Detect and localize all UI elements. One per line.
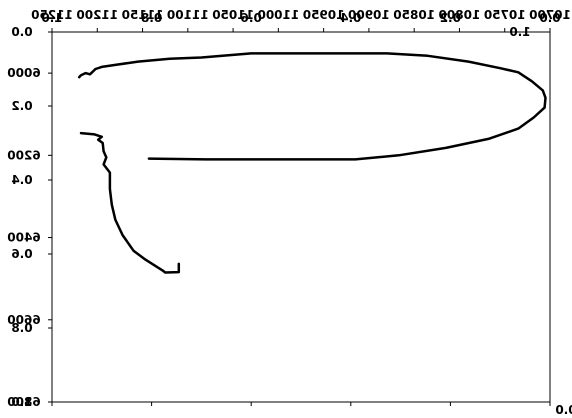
- top-primary-tick-label: 0.8: [141, 11, 162, 25]
- left-axis-ticks: 0.0 0.2 0.4 0.6 0.8 1.0: [11, 25, 52, 409]
- top-primary-tick-label: 0.0: [539, 11, 560, 25]
- plot-frame: [51, 31, 551, 403]
- top-tick-label: 11150: [122, 8, 164, 22]
- top-tick-label: 10800: [439, 8, 481, 22]
- top-tick-label: 11050: [212, 8, 254, 22]
- top-tick-label: 10900: [348, 8, 390, 22]
- series-line-1: [77, 52, 547, 161]
- top-tick-label: 11200: [76, 8, 118, 22]
- right-tick-label: 6800: [7, 395, 40, 409]
- right-tick-label: 6600: [7, 313, 40, 327]
- left-tick-label: 1.0: [11, 395, 32, 409]
- right-tick-label: 6400: [7, 231, 40, 245]
- series-layer: [77, 52, 547, 274]
- right-tick-label: 6200: [7, 148, 40, 162]
- left-tick-label: 0.8: [11, 321, 32, 335]
- right-tick-label: 6000: [7, 66, 40, 80]
- left-tick-label: 0.2: [11, 99, 32, 113]
- top-primary-tick-label: 0.4: [340, 11, 361, 25]
- bottom-axis-ticks: 0.0: [51, 402, 572, 417]
- series-line-2: [79, 131, 181, 274]
- top-tick-label: 10950: [303, 8, 345, 22]
- top-tick-label: 11250: [31, 8, 73, 22]
- top-tick-label: 11000: [257, 8, 299, 22]
- top-tick-label: 10850: [393, 8, 435, 22]
- top-tick-label: 11100: [167, 8, 209, 22]
- left-tick-label: 0.4: [11, 173, 32, 187]
- bottom-tick-label: 0.0: [555, 403, 572, 417]
- top-tick-label: 10750: [484, 8, 526, 22]
- left-tick-label: 0.6: [11, 247, 32, 261]
- right-axis-ticks: 6000 6200 6400 6600 6800: [7, 66, 52, 409]
- top-primary-tick-label: 0.2: [440, 11, 461, 25]
- top-primary-tick-label: 1.0: [41, 11, 62, 25]
- top-tick-label: 10700: [529, 8, 571, 22]
- top-primary-tick-label: 0.6: [241, 11, 262, 25]
- left-tick-label: 0.0: [11, 25, 32, 39]
